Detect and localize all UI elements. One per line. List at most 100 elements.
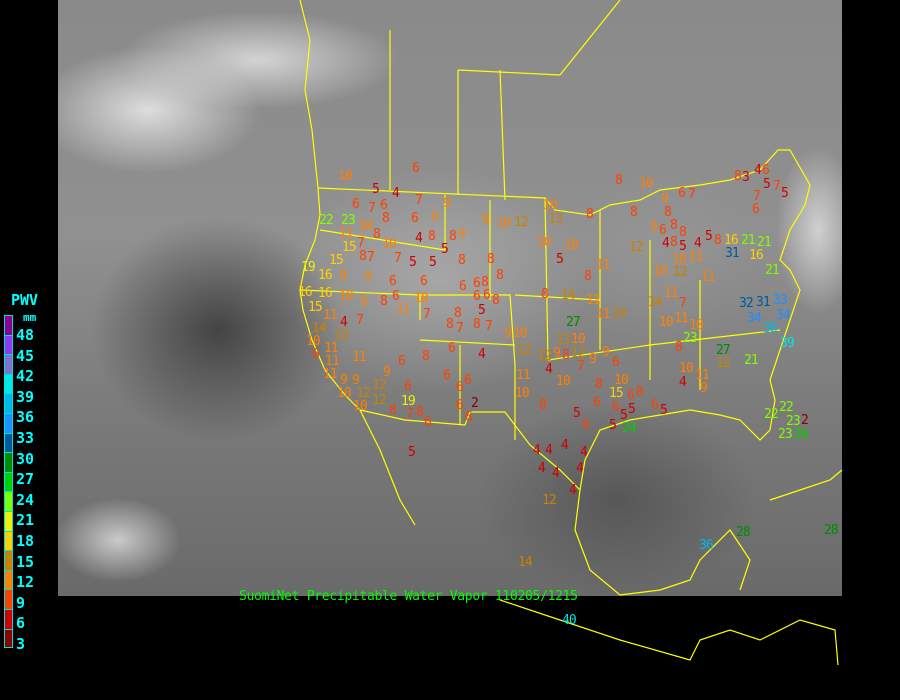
station-pwv-value: 6 (448, 341, 456, 356)
station-pwv-value: 9 (553, 346, 561, 361)
station-pwv-value: 6 (582, 418, 590, 433)
station-pwv-value: 6 (456, 380, 464, 395)
central-america-outline (499, 599, 839, 666)
station-pwv-value: 6 (473, 289, 481, 304)
station-pwv-value: 27 (716, 343, 731, 358)
station-pwv-value: 4 (478, 347, 486, 362)
station-pwv-value: 15 (609, 386, 624, 401)
station-pwv-value: 22 (319, 213, 334, 228)
legend-label: 18 (16, 532, 35, 550)
station-pwv-value: 9 (504, 326, 512, 341)
station-pwv-value: 7 (456, 321, 464, 336)
legend-swatch (4, 530, 13, 551)
station-pwv-value: 4 (694, 236, 702, 251)
station-pwv-value: 10 (515, 386, 530, 401)
legend-label: 33 (16, 429, 35, 447)
station-pwv-value: 5 (429, 255, 437, 270)
station-pwv-value: 8 (539, 398, 547, 413)
station-pwv-value: 6 (612, 355, 620, 370)
station-pwv-value: 4 (538, 461, 546, 476)
station-pwv-value: 8 (734, 169, 742, 184)
station-pwv-value: 10 (358, 219, 373, 234)
station-pwv-value: 28 (824, 523, 839, 538)
station-pwv-value: 6 (312, 347, 320, 362)
station-pwv-value: 8 (359, 249, 367, 264)
station-pwv-value: 16 (318, 286, 333, 301)
station-pwv-value: 14 (612, 306, 627, 321)
legend-label: 24 (16, 490, 35, 509)
station-pwv-value: 11 (596, 307, 611, 322)
station-pwv-value: 11 (323, 367, 338, 382)
station-pwv-value: 9 (340, 373, 348, 388)
station-pwv-value: 8 (446, 317, 454, 332)
station-pwv-value: 8 (541, 287, 549, 302)
station-pwv-value: 10 (537, 235, 552, 250)
station-pwv-value: 6 (380, 198, 388, 213)
station-pwv-value: 6 (593, 395, 601, 410)
station-pwv-value: 13 (334, 328, 349, 343)
station-pwv-value: 8 (586, 207, 594, 222)
station-pwv-value: 6 (651, 398, 659, 413)
station-pwv-value: 10 (689, 318, 704, 333)
station-pwv-value: 40 (562, 613, 577, 628)
station-pwv-value: 12 (372, 378, 387, 393)
station-pwv-value: 10 (556, 374, 571, 389)
station-pwv-value: 9 (661, 192, 669, 207)
station-pwv-value: 11 (695, 368, 710, 383)
station-pwv-value: 8 (389, 403, 397, 418)
station-pwv-value: 15 (308, 300, 323, 315)
station-pwv-value: 5 (573, 406, 581, 421)
station-pwv-value: 9 (700, 381, 708, 396)
station-pwv-value: 7 (367, 250, 375, 265)
station-pwv-value: 3 (742, 170, 750, 185)
legend-swatch (4, 550, 13, 570)
station-pwv-value: 9 (443, 196, 451, 211)
station-pwv-value: 19 (401, 394, 416, 409)
station-pwv-value: 9 (431, 210, 439, 225)
station-pwv-value: 6 (411, 211, 419, 226)
station-pwv-value: 4 (552, 466, 560, 481)
station-pwv-value: 11 (339, 226, 354, 241)
legend-swatch (4, 471, 13, 492)
legend-swatch (4, 491, 13, 511)
station-pwv-value: 5 (763, 177, 771, 192)
station-pwv-value: 10 (513, 326, 528, 341)
station-pwv-value: 21 (744, 353, 759, 368)
station-pwv-value: 12 (673, 265, 688, 280)
station-pwv-value: 7 (753, 189, 761, 204)
station-pwv-value: 10 (337, 386, 352, 401)
station-pwv-value: 5 (628, 402, 636, 417)
station-pwv-value: 6 (678, 186, 686, 201)
station-pwv-value: 8 (422, 349, 430, 364)
cuba-outline (769, 469, 843, 501)
station-pwv-value: 11 (324, 341, 339, 356)
station-pwv-value: 10 (614, 373, 629, 388)
station-pwv-value: 10 (414, 291, 429, 306)
legend-label: 39 (16, 387, 35, 406)
station-pwv-value: 6 (465, 410, 473, 425)
station-pwv-value: 5 (620, 408, 628, 423)
station-pwv-value: 32 (739, 296, 754, 311)
station-pwv-value: 33 (773, 293, 788, 308)
station-pwv-value: 24 (622, 421, 637, 436)
station-pwv-value: 34 (776, 308, 791, 323)
station-pwv-value: 8 (496, 268, 504, 283)
station-pwv-value: 10 (571, 332, 586, 347)
station-pwv-value: 16 (318, 268, 333, 283)
station-pwv-value: 7 (688, 187, 696, 202)
station-pwv-value: 5 (372, 182, 380, 197)
station-pwv-value: 6 (412, 161, 420, 176)
station-pwv-value: 5 (441, 242, 449, 257)
station-pwv-value: 12 (372, 393, 387, 408)
station-pwv-value: 13 (556, 333, 571, 348)
station-pwv-value: 2 (471, 396, 479, 411)
station-pwv-value: 14 (312, 321, 327, 336)
station-pwv-value: 8 (630, 205, 638, 220)
station-pwv-value: 8 (615, 173, 623, 188)
station-pwv-value: 8 (670, 235, 678, 250)
station-pwv-value: 15 (342, 240, 357, 255)
station-pwv-value: 9 (650, 220, 658, 235)
station-pwv-value: 10 (679, 361, 694, 376)
station-pwv-value: 21 (765, 263, 780, 278)
